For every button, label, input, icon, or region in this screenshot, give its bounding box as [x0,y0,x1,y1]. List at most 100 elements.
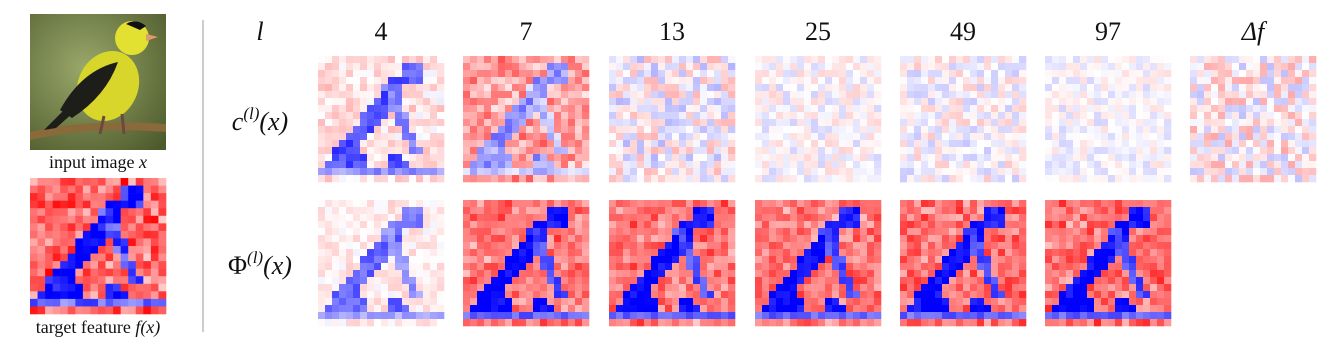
heatmap-cell [353,63,360,70]
heatmap-cell [1288,98,1295,105]
heatmap-cell [914,249,921,256]
heatmap-cell [143,306,151,314]
heatmap-cell [1019,84,1026,91]
heatmap-cell [818,249,825,256]
heatmap-cell [797,126,804,133]
heatmap-cell [519,126,526,133]
heatmap-cell [437,98,444,105]
heatmap-cell [547,200,554,207]
heatmap-cell [106,223,114,231]
heatmap-cell [491,126,498,133]
heatmap-cell [582,277,589,284]
heatmap-cell [914,119,921,126]
heatmap-cell [1129,126,1136,133]
heatmap-cell [1164,277,1171,284]
heatmap-cell [616,84,623,91]
heatmap-cell [728,147,735,154]
heatmap-cell [935,284,942,291]
heatmap-cell [1108,63,1115,70]
heatmap-cell [1164,298,1171,305]
heatmap-cell [665,168,672,175]
heatmap-cell [630,312,637,319]
heatmap-cell [609,207,616,214]
heatmap-cell [783,312,790,319]
heatmap-cell [128,276,136,284]
heatmap-cell [1005,140,1012,147]
heatmap-cell [686,133,693,140]
heatmap-cell [949,175,956,182]
heatmap-cell [832,147,839,154]
heatmap-cell [963,277,970,284]
heatmap-cell [998,207,1005,214]
heatmap-cell [679,63,686,70]
heatmap [900,200,1026,326]
heatmap-cell [907,249,914,256]
heatmap-cell [1232,133,1239,140]
heatmap-cell [1164,207,1171,214]
heatmap-cell [38,291,46,299]
heatmap-cell [151,269,159,277]
heatmap-cell [921,298,928,305]
heatmap-cell [533,284,540,291]
heatmap-cell [963,284,970,291]
heatmap-cell [540,214,547,221]
heatmap-cell [914,63,921,70]
heatmap-cell [1309,98,1316,105]
heatmap-cell [630,175,637,182]
heatmap-cell [374,228,381,235]
heatmap-cell [609,284,616,291]
heatmap-cell [914,221,921,228]
heatmap-cell [1122,126,1129,133]
heatmap-cell [533,291,540,298]
heatmap-cell [402,235,409,242]
heatmap-cell [98,306,106,314]
heatmap-cell [867,242,874,249]
heatmap-cell [970,126,977,133]
heatmap-cell [1052,133,1059,140]
heatmap-cell [367,270,374,277]
heatmap-cell [846,175,853,182]
heatmap-cell [623,291,630,298]
heatmap-cell [568,242,575,249]
heatmap-cell [707,56,714,63]
heatmap-cell [1045,56,1052,63]
heatmap-cell [491,207,498,214]
heatmap-cell [616,305,623,312]
heatmap-cell [505,147,512,154]
heatmap-cell [907,221,914,228]
heatmap-cell [416,63,423,70]
heatmap-cell [907,91,914,98]
heatmap-cell [416,221,423,228]
heatmap-cell [623,105,630,112]
heatmap-cell [949,98,956,105]
heatmap-cell [1164,84,1171,91]
heatmap-cell [776,119,783,126]
heatmap-cell [644,147,651,154]
heatmap-cell [1288,105,1295,112]
heatmap-cell [568,256,575,263]
heatmap-cell [970,140,977,147]
heatmap-cell [1087,312,1094,319]
heatmap-cell [1080,119,1087,126]
heatmap-cell [143,216,151,224]
heatmap-cell [956,126,963,133]
heatmap-cell [977,228,984,235]
heatmap-cell [728,298,735,305]
heatmap-cell [582,161,589,168]
heatmap-cell [644,119,651,126]
heatmap-cell [998,319,1005,326]
heatmap-cell [1204,105,1211,112]
heatmap-cell [416,168,423,175]
heatmap-cell [797,277,804,284]
heatmap-cell [790,91,797,98]
heatmap-cell [423,175,430,182]
heatmap-cell [769,98,776,105]
heatmap-cell [1101,312,1108,319]
heatmap-cell [53,306,61,314]
heatmap-cell [1157,56,1164,63]
heatmap-cell [921,84,928,91]
heatmap-cell [1129,119,1136,126]
heatmap-cell [790,319,797,326]
heatmap-cell [1080,221,1087,228]
heatmap-cell [1309,147,1316,154]
